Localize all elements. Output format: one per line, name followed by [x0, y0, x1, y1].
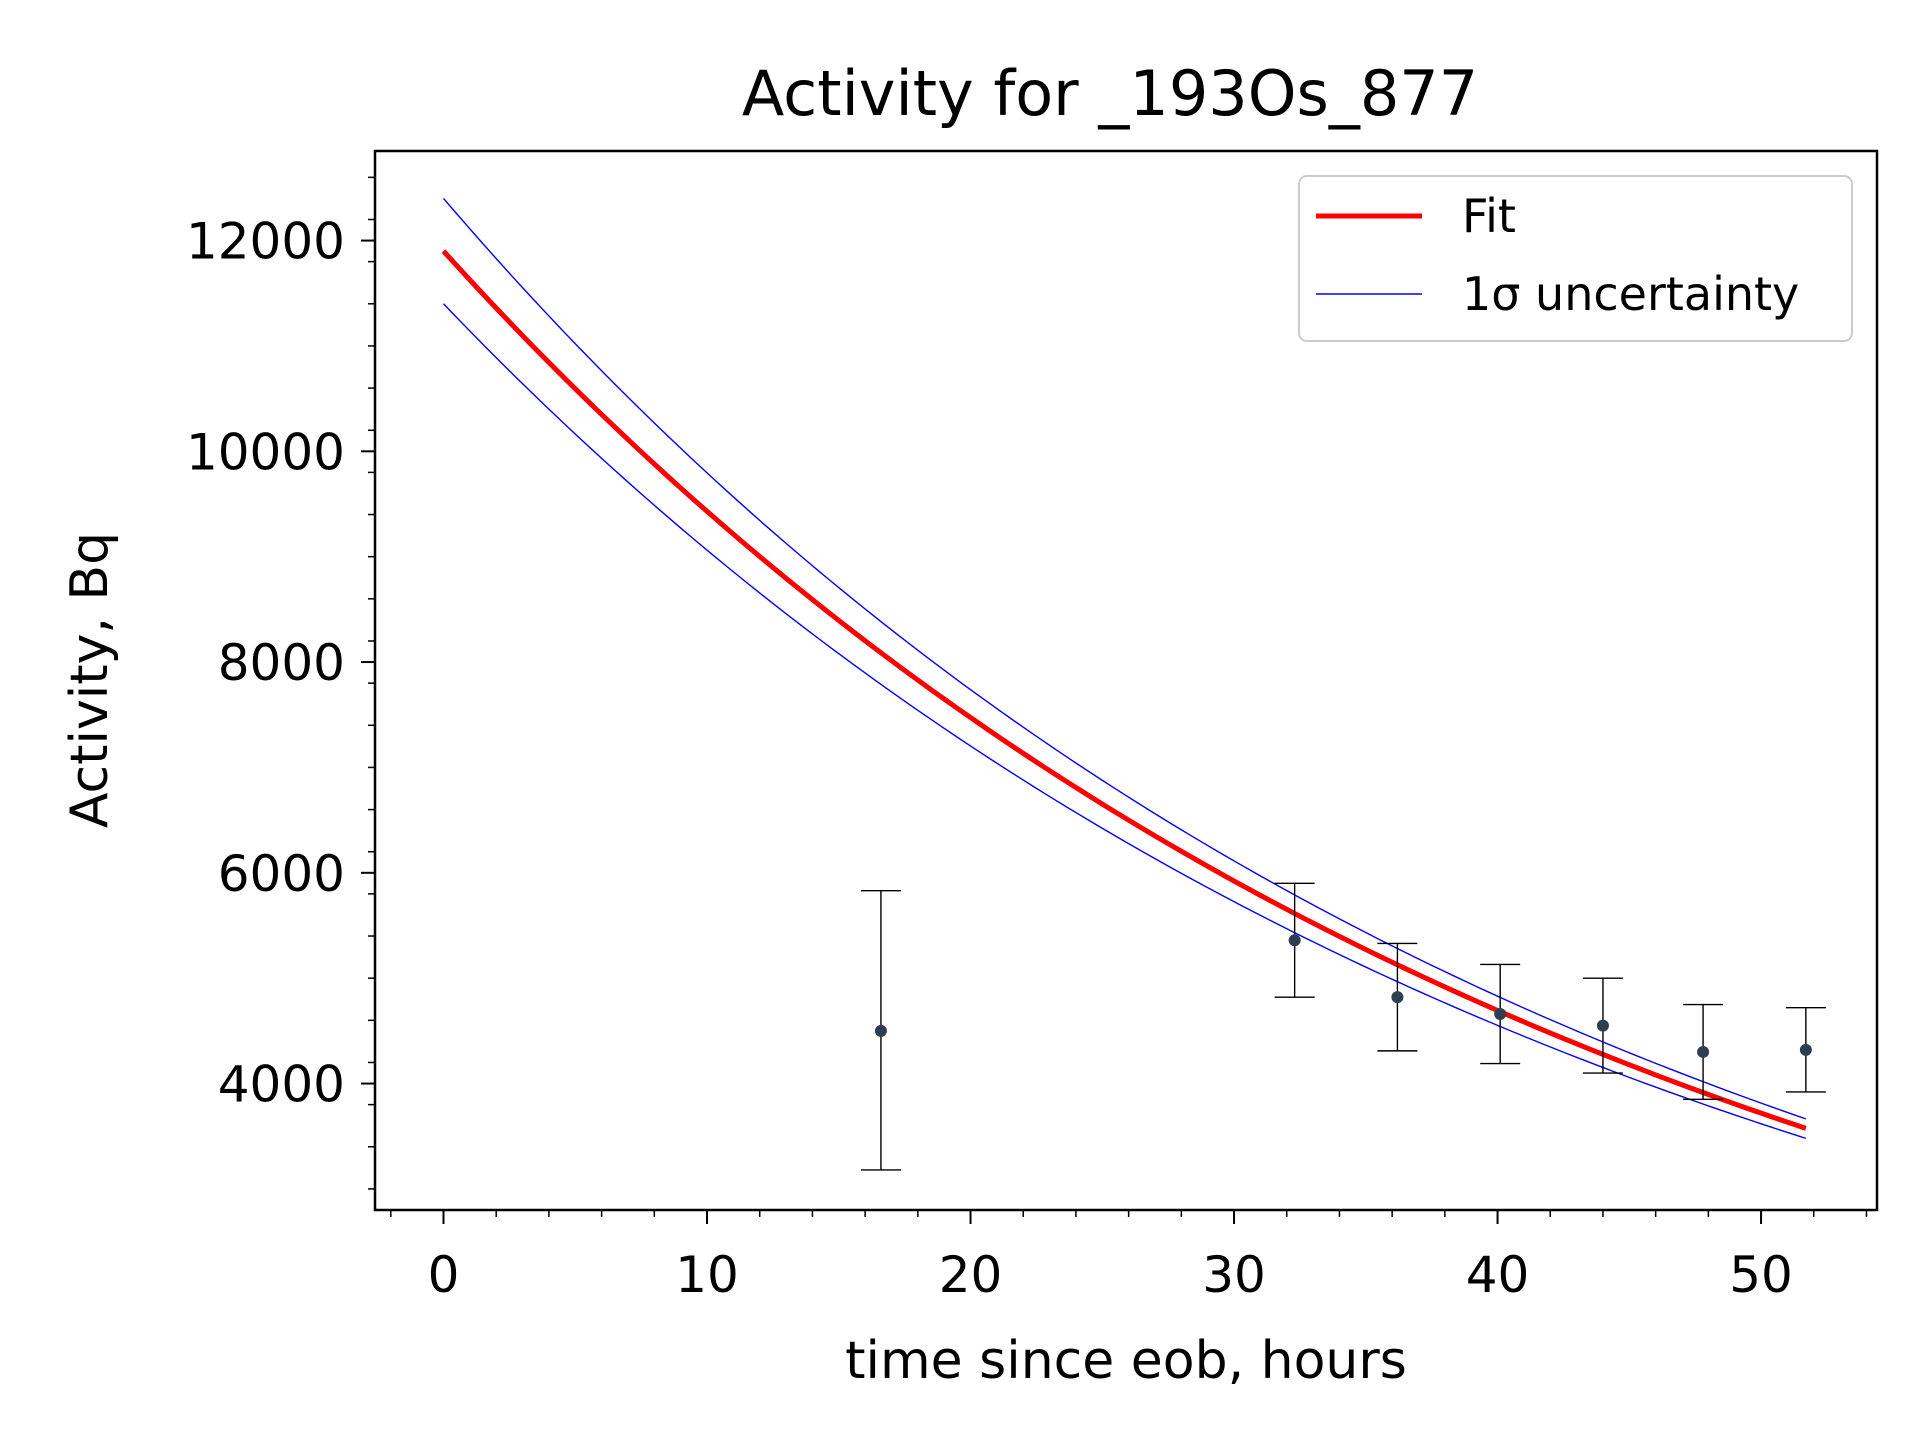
uncertainty-upper-line	[442, 197, 1807, 1120]
y-tick-label-2: 8000	[218, 634, 345, 692]
x-tick-label-2: 20	[939, 1246, 1003, 1304]
y-tick-label-3: 10000	[186, 423, 345, 481]
chart-title: Activity for _193Os_877	[742, 57, 1478, 130]
legend: Fit 1σ uncertainty	[1298, 175, 1853, 342]
x-tick-label-5: 50	[1729, 1246, 1793, 1304]
y-axis-label: Activity, Bq	[60, 532, 120, 828]
y-tick-label-4: 12000	[186, 213, 345, 271]
data-point-5	[1697, 1045, 1710, 1058]
legend-uncertainty-label: 1σ uncertainty	[1462, 267, 1799, 321]
x-tick-label-4: 40	[1466, 1246, 1530, 1304]
x-axis-label: time since eob, hours	[845, 1331, 1407, 1391]
data-point-3	[1494, 1008, 1507, 1021]
plot-frame	[373, 149, 1879, 1212]
x-tick-label-0: 0	[428, 1246, 460, 1304]
y-tick-label-0: 4000	[218, 1056, 345, 1114]
x-tick-label-1: 10	[675, 1246, 739, 1304]
legend-box	[1298, 175, 1853, 342]
y-tick-label-1: 6000	[218, 845, 345, 903]
axes-ticks: 0 10 20 30 40 50 4000 6000 8000 10000 12000	[186, 176, 1868, 1304]
data-point-2	[1391, 991, 1404, 1004]
data-point-4	[1596, 1019, 1609, 1032]
legend-fit-label: Fit	[1462, 189, 1516, 243]
uncertainty-lower-line	[443, 303, 1807, 1140]
plot-area	[441, 197, 1826, 1171]
x-tick-label-3: 30	[1202, 1246, 1266, 1304]
data-point-0	[874, 1024, 887, 1037]
data-point-1	[1288, 934, 1301, 947]
data-point-6	[1799, 1043, 1812, 1056]
fit-line	[441, 249, 1807, 1131]
